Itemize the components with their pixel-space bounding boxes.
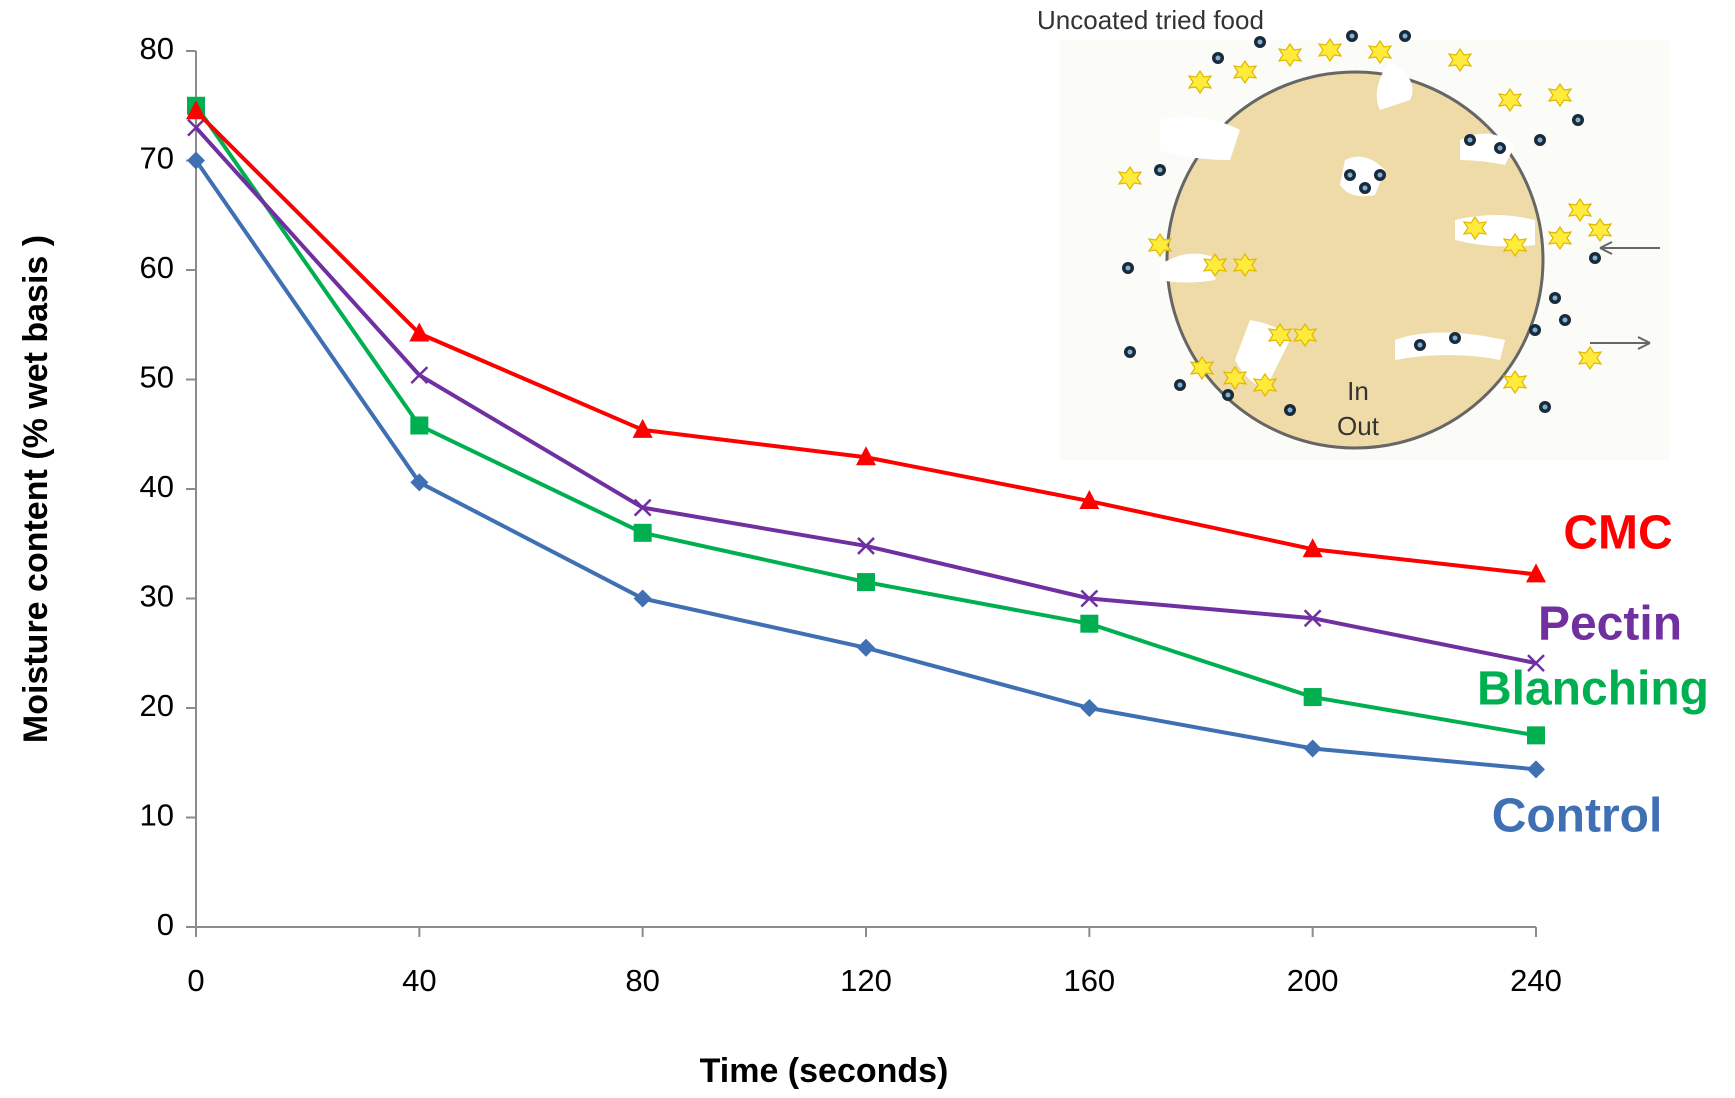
bubble — [1494, 142, 1506, 154]
bubble — [1154, 164, 1166, 176]
bubble — [1449, 332, 1461, 344]
bubble — [1212, 52, 1224, 64]
y-tick-label: 10 — [140, 798, 174, 833]
inset-title: Uncoated tried food — [1037, 5, 1264, 35]
inset-label: In — [1347, 376, 1369, 406]
x-tick-label: 200 — [1287, 963, 1339, 998]
marker — [1303, 688, 1322, 707]
marker — [1080, 614, 1099, 633]
bubble — [1464, 134, 1476, 146]
marker — [1080, 589, 1099, 608]
marker — [632, 418, 653, 438]
y-tick-label: 80 — [140, 31, 174, 66]
marker — [187, 118, 205, 137]
inset-label: Out — [1337, 411, 1380, 441]
bubble — [1589, 252, 1601, 264]
marker — [1527, 654, 1545, 672]
bubble — [1174, 379, 1186, 391]
marker — [857, 537, 875, 555]
bubble — [1539, 401, 1551, 413]
y-tick-label: 0 — [157, 907, 174, 942]
x-axis-title: Time (seconds) — [700, 1052, 949, 1090]
bubble — [1534, 134, 1546, 146]
marker — [1527, 760, 1545, 779]
bubble — [1572, 114, 1584, 126]
y-tick-label: 70 — [140, 141, 174, 176]
marker — [856, 446, 876, 466]
bubble — [1284, 404, 1296, 416]
flow-arrow — [1590, 241, 1660, 350]
bubble — [1124, 346, 1136, 358]
bubble — [1374, 169, 1386, 181]
x-tick-label: 120 — [840, 963, 892, 998]
marker — [1527, 726, 1545, 745]
y-tick-label: 30 — [140, 579, 174, 614]
marker — [633, 498, 652, 517]
marker — [1526, 563, 1546, 583]
pore — [1160, 60, 1535, 390]
marker — [857, 638, 875, 657]
marker — [410, 473, 429, 492]
x-tick-label: 40 — [402, 963, 436, 998]
bubble — [1359, 182, 1371, 194]
inset-diagram: Uncoated tried food In Out — [1037, 5, 1670, 460]
bubble — [1346, 30, 1358, 42]
bubble — [1529, 324, 1541, 336]
y-tick-label: 20 — [140, 688, 174, 723]
marker — [1303, 609, 1322, 628]
marker — [186, 100, 206, 120]
y-tick-label: 60 — [140, 250, 174, 285]
x-tick-label: 240 — [1510, 963, 1562, 998]
bubble — [1122, 262, 1134, 274]
x-tick-label: 80 — [625, 963, 659, 998]
marker — [409, 322, 430, 342]
series-label: Blanching — [1477, 663, 1709, 716]
marker — [1302, 538, 1323, 558]
marker — [633, 589, 652, 608]
bubble — [1549, 292, 1561, 304]
marker — [1303, 739, 1322, 758]
bubble — [1399, 30, 1411, 42]
x-tick-label: 0 — [187, 963, 204, 998]
marker — [410, 366, 429, 385]
y-axis-title: Moisture content (% wet basis ) — [17, 235, 55, 743]
marker — [633, 523, 652, 542]
x-tick-label: 160 — [1063, 963, 1115, 998]
series-label: Pectin — [1538, 598, 1682, 651]
marker — [410, 416, 429, 435]
marker — [1080, 699, 1099, 717]
bubble — [1222, 389, 1234, 401]
bubble — [1254, 36, 1266, 48]
marker — [857, 573, 875, 592]
series-label: CMC — [1563, 507, 1672, 560]
bubble — [1344, 169, 1356, 181]
marker — [187, 151, 205, 170]
y-tick-label: 40 — [140, 469, 174, 504]
series-label: Control — [1492, 790, 1663, 843]
marker — [1079, 490, 1100, 510]
bubble — [1414, 339, 1426, 351]
bubble — [1559, 314, 1571, 326]
y-tick-label: 50 — [140, 360, 174, 395]
